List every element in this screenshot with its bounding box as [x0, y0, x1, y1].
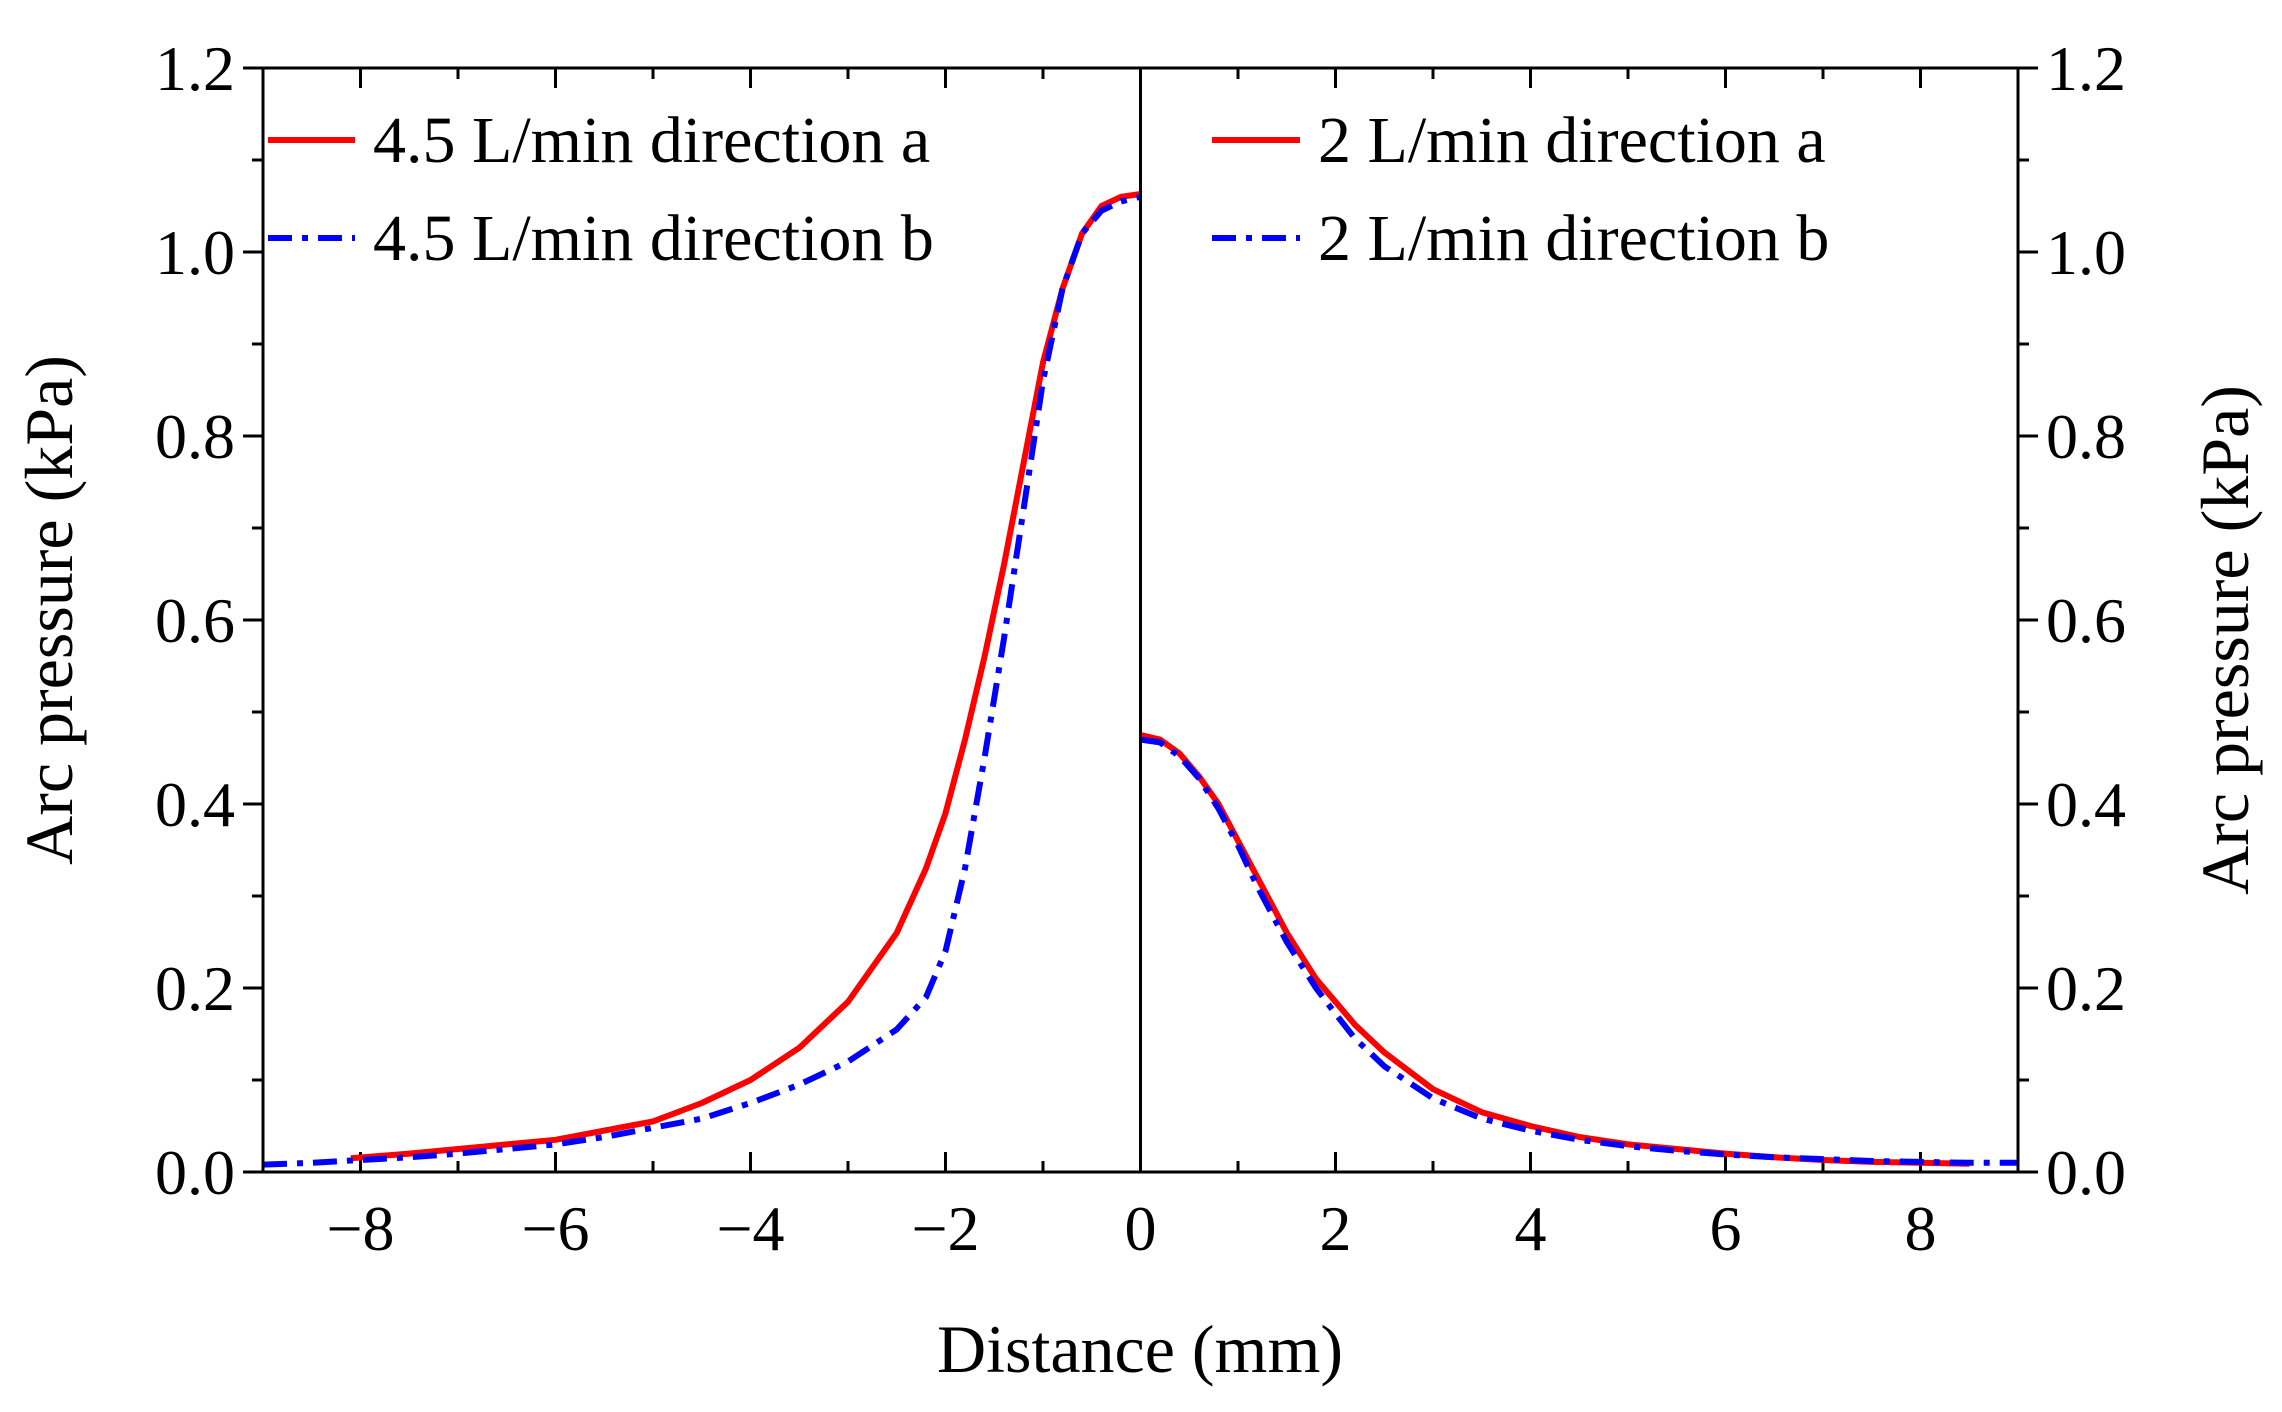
y-axis-title-right: Arc pressure (kPa)	[2187, 385, 2263, 895]
y-tick-label-left: 1.2	[155, 33, 235, 104]
legend-left: 4.5 L/min direction a 4.5 L/min directio…	[268, 104, 934, 275]
x-tick-label: −2	[911, 1193, 979, 1264]
y-tick-label-right: 0.8	[2046, 401, 2126, 472]
tick-labels: −8 −6 −4 −2 0 2 4 6 8 0.0 0.0 0.2 0.2 0.4 0.4 0.6 0.6 0.8…	[155, 33, 2126, 1264]
y-tick-label-left: 0.2	[155, 953, 235, 1024]
legend-label-series-1: 4.5 L/min direction a	[373, 104, 930, 177]
y-tick-label-right: 0.6	[2046, 585, 2126, 656]
plot-frame	[261, 66, 2020, 1174]
series-line-4	[1140, 736, 2018, 1166]
y-tick-label-left: 1.0	[155, 217, 235, 288]
series-line-3	[1139, 732, 1970, 1167]
x-tick-label: 8	[1905, 1193, 1937, 1264]
y-tick-label-left: 0.6	[155, 585, 235, 656]
x-axis-title: Distance (mm)	[937, 1311, 1343, 1387]
y-axis-title-left: Arc pressure (kPa)	[11, 355, 87, 865]
y-tick-label-left: 0.4	[155, 769, 235, 840]
y-tick-label-right: 0.4	[2046, 769, 2126, 840]
x-tick-label: −8	[326, 1193, 394, 1264]
x-tick-label: −6	[521, 1193, 589, 1264]
y-tick-label-left: 0.0	[155, 1137, 235, 1208]
series-line-2	[262, 193, 1142, 1168]
y-tick-label-right: 0.2	[2046, 953, 2126, 1024]
y-tick-label-right: 1.2	[2046, 33, 2126, 104]
series-layer	[262, 191, 2018, 1168]
legend-label-series-4: 2 L/min direction b	[1318, 202, 1829, 275]
series-line-1	[350, 191, 1141, 1162]
legend-right: 2 L/min direction a 2 L/min direction b	[1212, 104, 1829, 275]
x-tick-label: 6	[1710, 1193, 1742, 1264]
x-tick-label: −4	[716, 1193, 784, 1264]
legend-label-series-2: 4.5 L/min direction b	[373, 202, 934, 275]
x-tick-label: 4	[1515, 1193, 1547, 1264]
y-tick-label-left: 0.8	[155, 401, 235, 472]
y-tick-label-right: 0.0	[2046, 1137, 2126, 1208]
legend-label-series-3: 2 L/min direction a	[1318, 104, 1826, 177]
y-tick-label-right: 1.0	[2046, 217, 2126, 288]
x-tick-label: 2	[1320, 1193, 1352, 1264]
x-tick-label: 0	[1125, 1193, 1157, 1264]
